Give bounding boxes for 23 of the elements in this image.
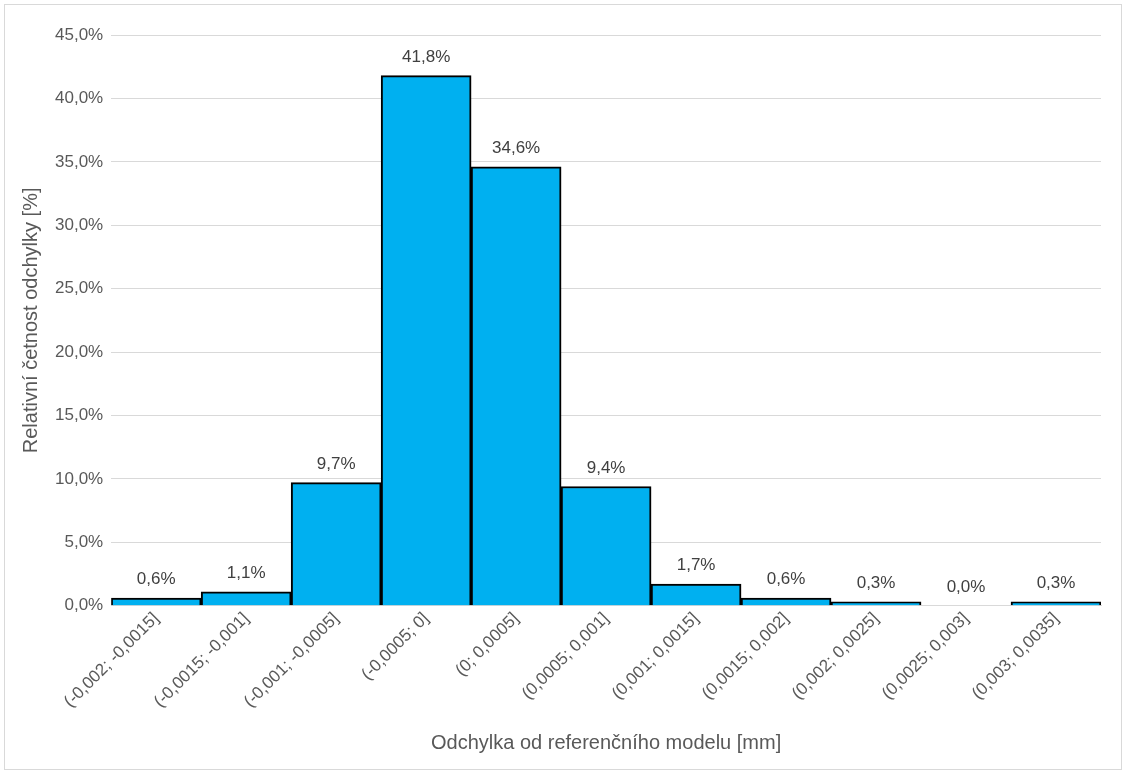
y-axis-title: Relativní četnost odchylky [%] (18, 187, 41, 454)
y-tick-label: 40,0% (55, 88, 104, 108)
data-label: 0,3% (856, 573, 896, 593)
y-tick-label: 45,0% (55, 24, 104, 44)
data-label: 9,7% (316, 453, 356, 473)
data-label: 0,0% (946, 576, 986, 596)
y-tick-label: 25,0% (55, 278, 104, 298)
data-label: 0,6% (136, 569, 176, 589)
y-tick-label: 0,0% (64, 595, 104, 615)
x-axis-title: Odchylka od referenčního modelu [mm] (431, 730, 782, 753)
data-label: 1,1% (226, 562, 266, 582)
data-label: 34,6% (492, 138, 541, 158)
data-label: 41,8% (402, 46, 451, 66)
y-tick-label: 15,0% (55, 405, 104, 425)
data-label: 1,7% (676, 555, 716, 575)
y-tick-label: 10,0% (55, 468, 104, 488)
data-label: 9,4% (586, 457, 626, 477)
y-tick-label: 20,0% (55, 341, 104, 361)
y-tick-label: 5,0% (64, 531, 104, 551)
data-label: 0,6% (766, 569, 806, 589)
y-tick-label: 30,0% (55, 214, 104, 234)
data-label: 0,3% (1036, 573, 1076, 593)
y-tick-label: 35,0% (55, 151, 104, 171)
